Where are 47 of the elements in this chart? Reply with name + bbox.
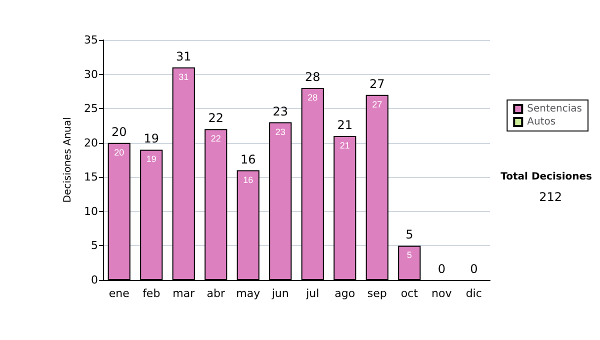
y-axis-title: Decisiones Anual [62,117,74,203]
total-label: 27 [369,76,385,91]
y-tick-label: 25 [84,102,98,116]
total-label: 22 [208,111,224,126]
x-tick-label: jun [270,287,289,300]
text: Total Decisiones [500,172,592,182]
total-label: 28 [304,70,320,84]
y-tick-label: 20 [84,136,98,150]
total-label: 0 [470,262,478,276]
data-label: 20 [114,147,124,158]
y-tick-label: 5 [91,239,98,252]
data-label: 22 [210,134,221,144]
data-label: 27 [372,99,382,110]
y-tick-label: 0 [91,274,98,286]
y-tick-label: 10 [84,204,98,218]
total-label: 21 [337,118,353,132]
x-tick-label: jul [305,287,320,300]
x-tick-label: feb [142,287,160,300]
data-label: 21 [340,140,350,150]
data-label: 23 [275,126,286,137]
total-label: 31 [176,49,192,64]
total-label: 19 [144,132,160,146]
text: 212 [539,190,562,204]
y-tick-label: 30 [84,68,98,81]
data-label: 28 [308,92,318,102]
y-tick-label: 35 [84,34,98,46]
data-label: 5 [406,250,412,260]
legend-label: Autos [527,116,556,128]
data-label: 31 [178,72,189,82]
y-tick-label: 15 [84,170,98,184]
x-tick-label: nov [432,287,452,300]
x-tick-label: ene [108,287,130,300]
x-tick-label: abr [206,287,226,300]
x-tick-label: mar [172,287,196,300]
x-tick-label: ago [334,287,356,300]
data-label: 19 [146,154,156,164]
total-label: 20 [111,124,127,139]
total-label: 23 [272,104,288,118]
x-tick-label: sep [367,287,387,300]
total-label: 16 [240,152,256,166]
x-tick-label: may [236,287,261,300]
x-tick-label: dic [466,287,482,300]
total-label: 5 [406,228,414,242]
x-tick-label: oct [400,287,419,300]
total-label: 0 [438,262,446,276]
legend-label: Sentencias [527,104,582,114]
data-label: 16 [243,174,254,185]
